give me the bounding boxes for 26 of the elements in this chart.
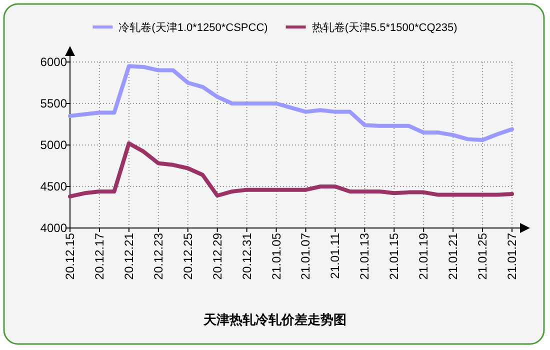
y-tick-label: 6000	[40, 55, 68, 69]
line-series	[68, 64, 514, 142]
x-tick-label: 21.01.27	[505, 232, 519, 280]
y-tick-label: 4500	[40, 180, 68, 194]
x-tick-label: 20.12.29	[210, 232, 224, 280]
x-tick-label: 21.01.11	[328, 232, 342, 279]
x-tick-label: 20.12.23	[151, 232, 166, 280]
y-tick-label: 5500	[40, 96, 68, 110]
y-tick-label: 4000	[40, 221, 68, 235]
y-tick-label: 5000	[40, 138, 68, 152]
x-tick-label: 21.01.15	[387, 232, 402, 280]
x-tick-label: 21.01.19	[416, 232, 431, 280]
x-tick-label: 21.01.07	[298, 232, 313, 280]
line-series	[68, 141, 514, 198]
x-tick-label: 20.12.21	[122, 232, 136, 280]
x-tick-label: 21.01.13	[358, 232, 372, 280]
x-tick-label: 20.12.31	[240, 232, 254, 280]
x-tick-label: 20.12.17	[92, 232, 106, 280]
legend-label: 冷轧卷(天津1.0*1250*CSPCC)	[118, 21, 268, 34]
x-tick-label: 20.12.15	[63, 232, 77, 280]
x-tick-label: 21.01.21	[446, 232, 460, 280]
text: 天津热轧冷轧价差走势图	[202, 312, 346, 327]
x-tick-label: 21.01.05	[269, 232, 284, 280]
x-tick-label: 20.12.25	[180, 232, 195, 280]
legend-label: 热轧卷(天津5.5*1500*CQ235)	[312, 21, 458, 34]
x-tick-label: 21.01.25	[476, 232, 490, 280]
